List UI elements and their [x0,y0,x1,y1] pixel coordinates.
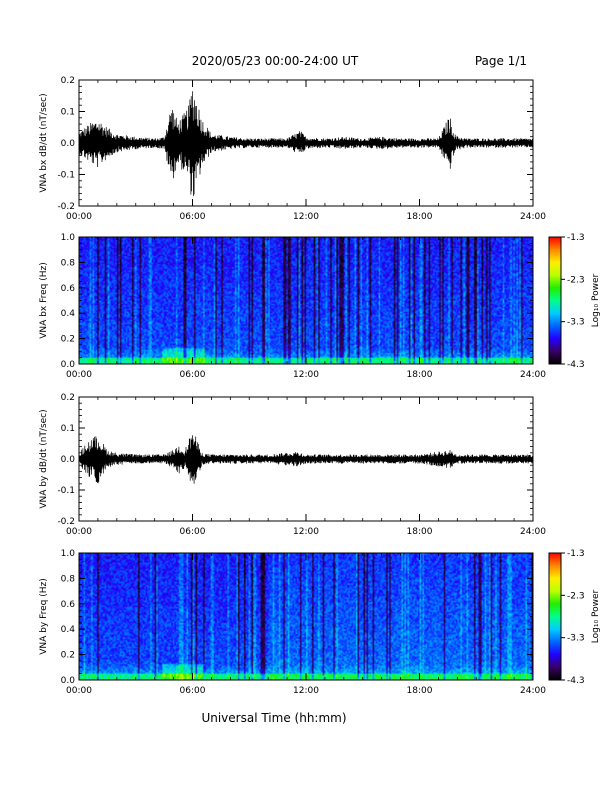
y-tick-label: -0.1 [57,171,75,181]
x-tick-label: 12:00 [293,527,319,537]
y-tick-label: 0.2 [61,335,75,345]
y-tick-label: 1.0 [61,233,76,243]
x-tick-label: 12:00 [293,370,319,380]
y-axis-label: VNA by Freq (Hz) [39,578,49,654]
colorbar-tick-label: -2.3 [567,591,585,601]
spectrogram-image [79,553,533,680]
y-tick-label: 0.1 [61,424,75,434]
spectrogram-image [79,237,533,364]
x-tick-label: 12:00 [293,212,319,222]
y-tick-label: 0.4 [61,625,76,635]
colorbar-tick-label: -2.3 [567,275,585,285]
trace-line [78,91,534,197]
y-tick-label: 0.0 [61,139,76,149]
x-tick-label: 24:00 [520,370,546,380]
y-tick-label: 0.6 [61,284,76,294]
y-tick-label: 0.0 [61,455,76,465]
colorbar [548,552,562,681]
y-tick-label: 0.8 [61,258,76,268]
panel-3: 0.2 0.1 0.0 -0.1 -0.200:00 06:00 12:00 18:00 24:… [39,393,546,537]
header-page: Page 1/1 [475,54,527,68]
y-tick-label: -0.2 [57,202,75,212]
y-tick-label: 0.2 [61,651,75,661]
x-tick-label: 06:00 [180,527,206,537]
trace-line [78,435,534,484]
x-tick-label: 12:00 [293,686,319,696]
y-tick-label: 0.6 [61,600,76,610]
x-tick-label: 18:00 [407,212,433,222]
x-tick-label: 00:00 [66,527,92,537]
x-tick-label: 06:00 [180,212,206,222]
header-date-range: 2020/05/23 00:00-24:00 UT [192,54,359,68]
x-tick-label: 24:00 [520,686,546,696]
colorbar-tick-label: -1.3 [567,549,585,559]
colorbar [548,236,562,365]
y-tick-label: 0.0 [61,360,76,370]
colorbar-tick-label: -4.3 [567,676,585,686]
y-tick-label: 0.2 [61,76,75,86]
panel-1: 0.2 0.1 0.0 -0.1 -0.200:00 06:00 12:00 18:00 24:… [39,76,546,222]
colorbar-tick-label: -4.3 [567,360,585,370]
y-tick-label: 0.2 [61,393,75,403]
y-tick-label: 1.0 [61,549,76,559]
colorbar-label: Log₁₀ Power [591,274,601,328]
x-tick-label: 00:00 [66,686,92,696]
y-tick-label: 0.0 [61,676,76,686]
panel-2: -1.3 -2.3 -3.3 -4.3 Log₁₀ Power 1.0 0.8 0.6 0.4 0… [39,233,601,380]
x-tick-label: 18:00 [407,370,433,380]
y-tick-label: 0.4 [61,309,76,319]
x-tick-label: 18:00 [407,527,433,537]
colorbar-tick-label: -3.3 [567,634,585,644]
y-tick-label: -0.2 [57,517,75,527]
x-tick-label: 06:00 [180,370,206,380]
colorbar-label: Log₁₀ Power [591,590,601,644]
colorbar-tick-label: -1.3 [567,233,585,243]
y-tick-label: 0.8 [61,574,76,584]
x-tick-label: 24:00 [520,212,546,222]
x-tick-label: 06:00 [180,686,206,696]
x-axis-label: Universal Time (hh:mm) [201,711,346,725]
y-axis-label: VNA bx Freq (Hz) [39,262,49,338]
x-tick-label: 00:00 [66,370,92,380]
x-tick-label: 24:00 [520,527,546,537]
y-tick-label: -0.1 [57,486,75,496]
y-tick-label: 0.1 [61,108,75,118]
x-tick-label: 00:00 [66,212,92,222]
panel-4: -1.3 -2.3 -3.3 -4.3 Log₁₀ Power 1.0 0.8 0.6 0.4 0… [39,549,601,696]
panels: 0.20.10.0-0.1-0.200:00 06:00 12:00 18:00 24:… [39,76,601,696]
y-axis-label: VNA bx dB/dt (nT/sec) [39,93,49,192]
colorbar-tick-label: -3.3 [567,318,585,328]
y-axis-label: VNA by dB/dt (nT/sec) [39,409,49,508]
x-tick-label: 18:00 [407,686,433,696]
